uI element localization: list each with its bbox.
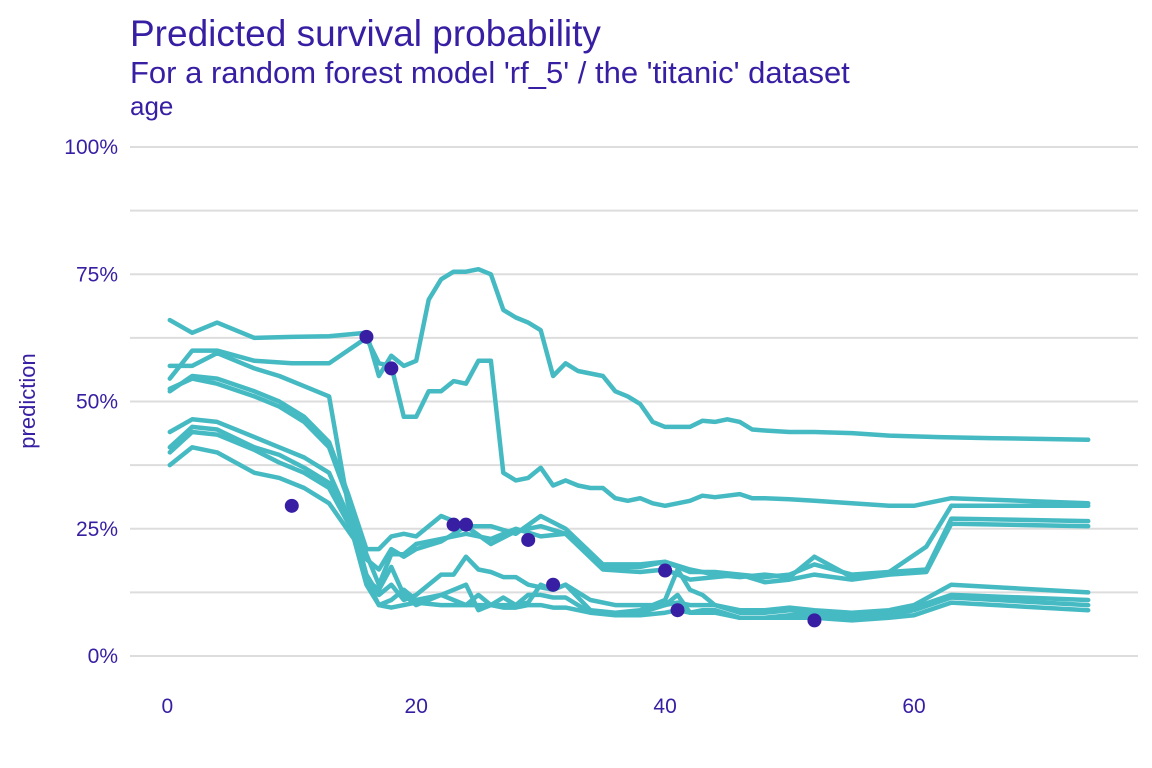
y-axis-ticks: 0% 25% 50% 75% 100% <box>64 136 118 668</box>
series-line <box>167 417 1091 615</box>
observation-point <box>546 577 561 592</box>
series-line <box>167 335 1091 509</box>
series-line <box>167 373 1091 580</box>
y-tick-label: 75% <box>76 263 118 286</box>
y-axis-label: prediction <box>15 353 40 448</box>
y-tick-label: 0% <box>88 645 118 668</box>
series-line <box>167 376 1091 587</box>
observation-point <box>670 603 685 618</box>
series-lines <box>167 266 1091 623</box>
y-tick-label: 50% <box>76 391 118 414</box>
x-tick-label: 20 <box>405 695 428 718</box>
observation-point <box>359 329 374 344</box>
observation-point <box>459 517 473 532</box>
series-line <box>167 445 1091 623</box>
observation-point <box>807 613 822 628</box>
series-line <box>167 424 1091 618</box>
observation-point <box>284 498 299 513</box>
facet-label: age <box>130 91 174 121</box>
y-tick-label: 25% <box>76 518 118 541</box>
chart-title: Predicted survival probability <box>130 13 601 54</box>
series-line <box>167 266 1091 442</box>
observation-point <box>521 532 536 547</box>
observation-points <box>284 329 822 628</box>
y-tick-label: 100% <box>64 136 118 159</box>
x-tick-label: 0 <box>161 695 173 718</box>
observation-point <box>658 563 673 578</box>
x-tick-label: 40 <box>653 695 676 718</box>
x-axis-ticks: 0 20 40 60 <box>161 695 925 718</box>
observation-point <box>446 517 461 532</box>
observation-point <box>384 361 399 376</box>
x-tick-label: 60 <box>902 695 925 718</box>
chart-subtitle: For a random forest model 'rf_5' / the '… <box>130 55 850 90</box>
